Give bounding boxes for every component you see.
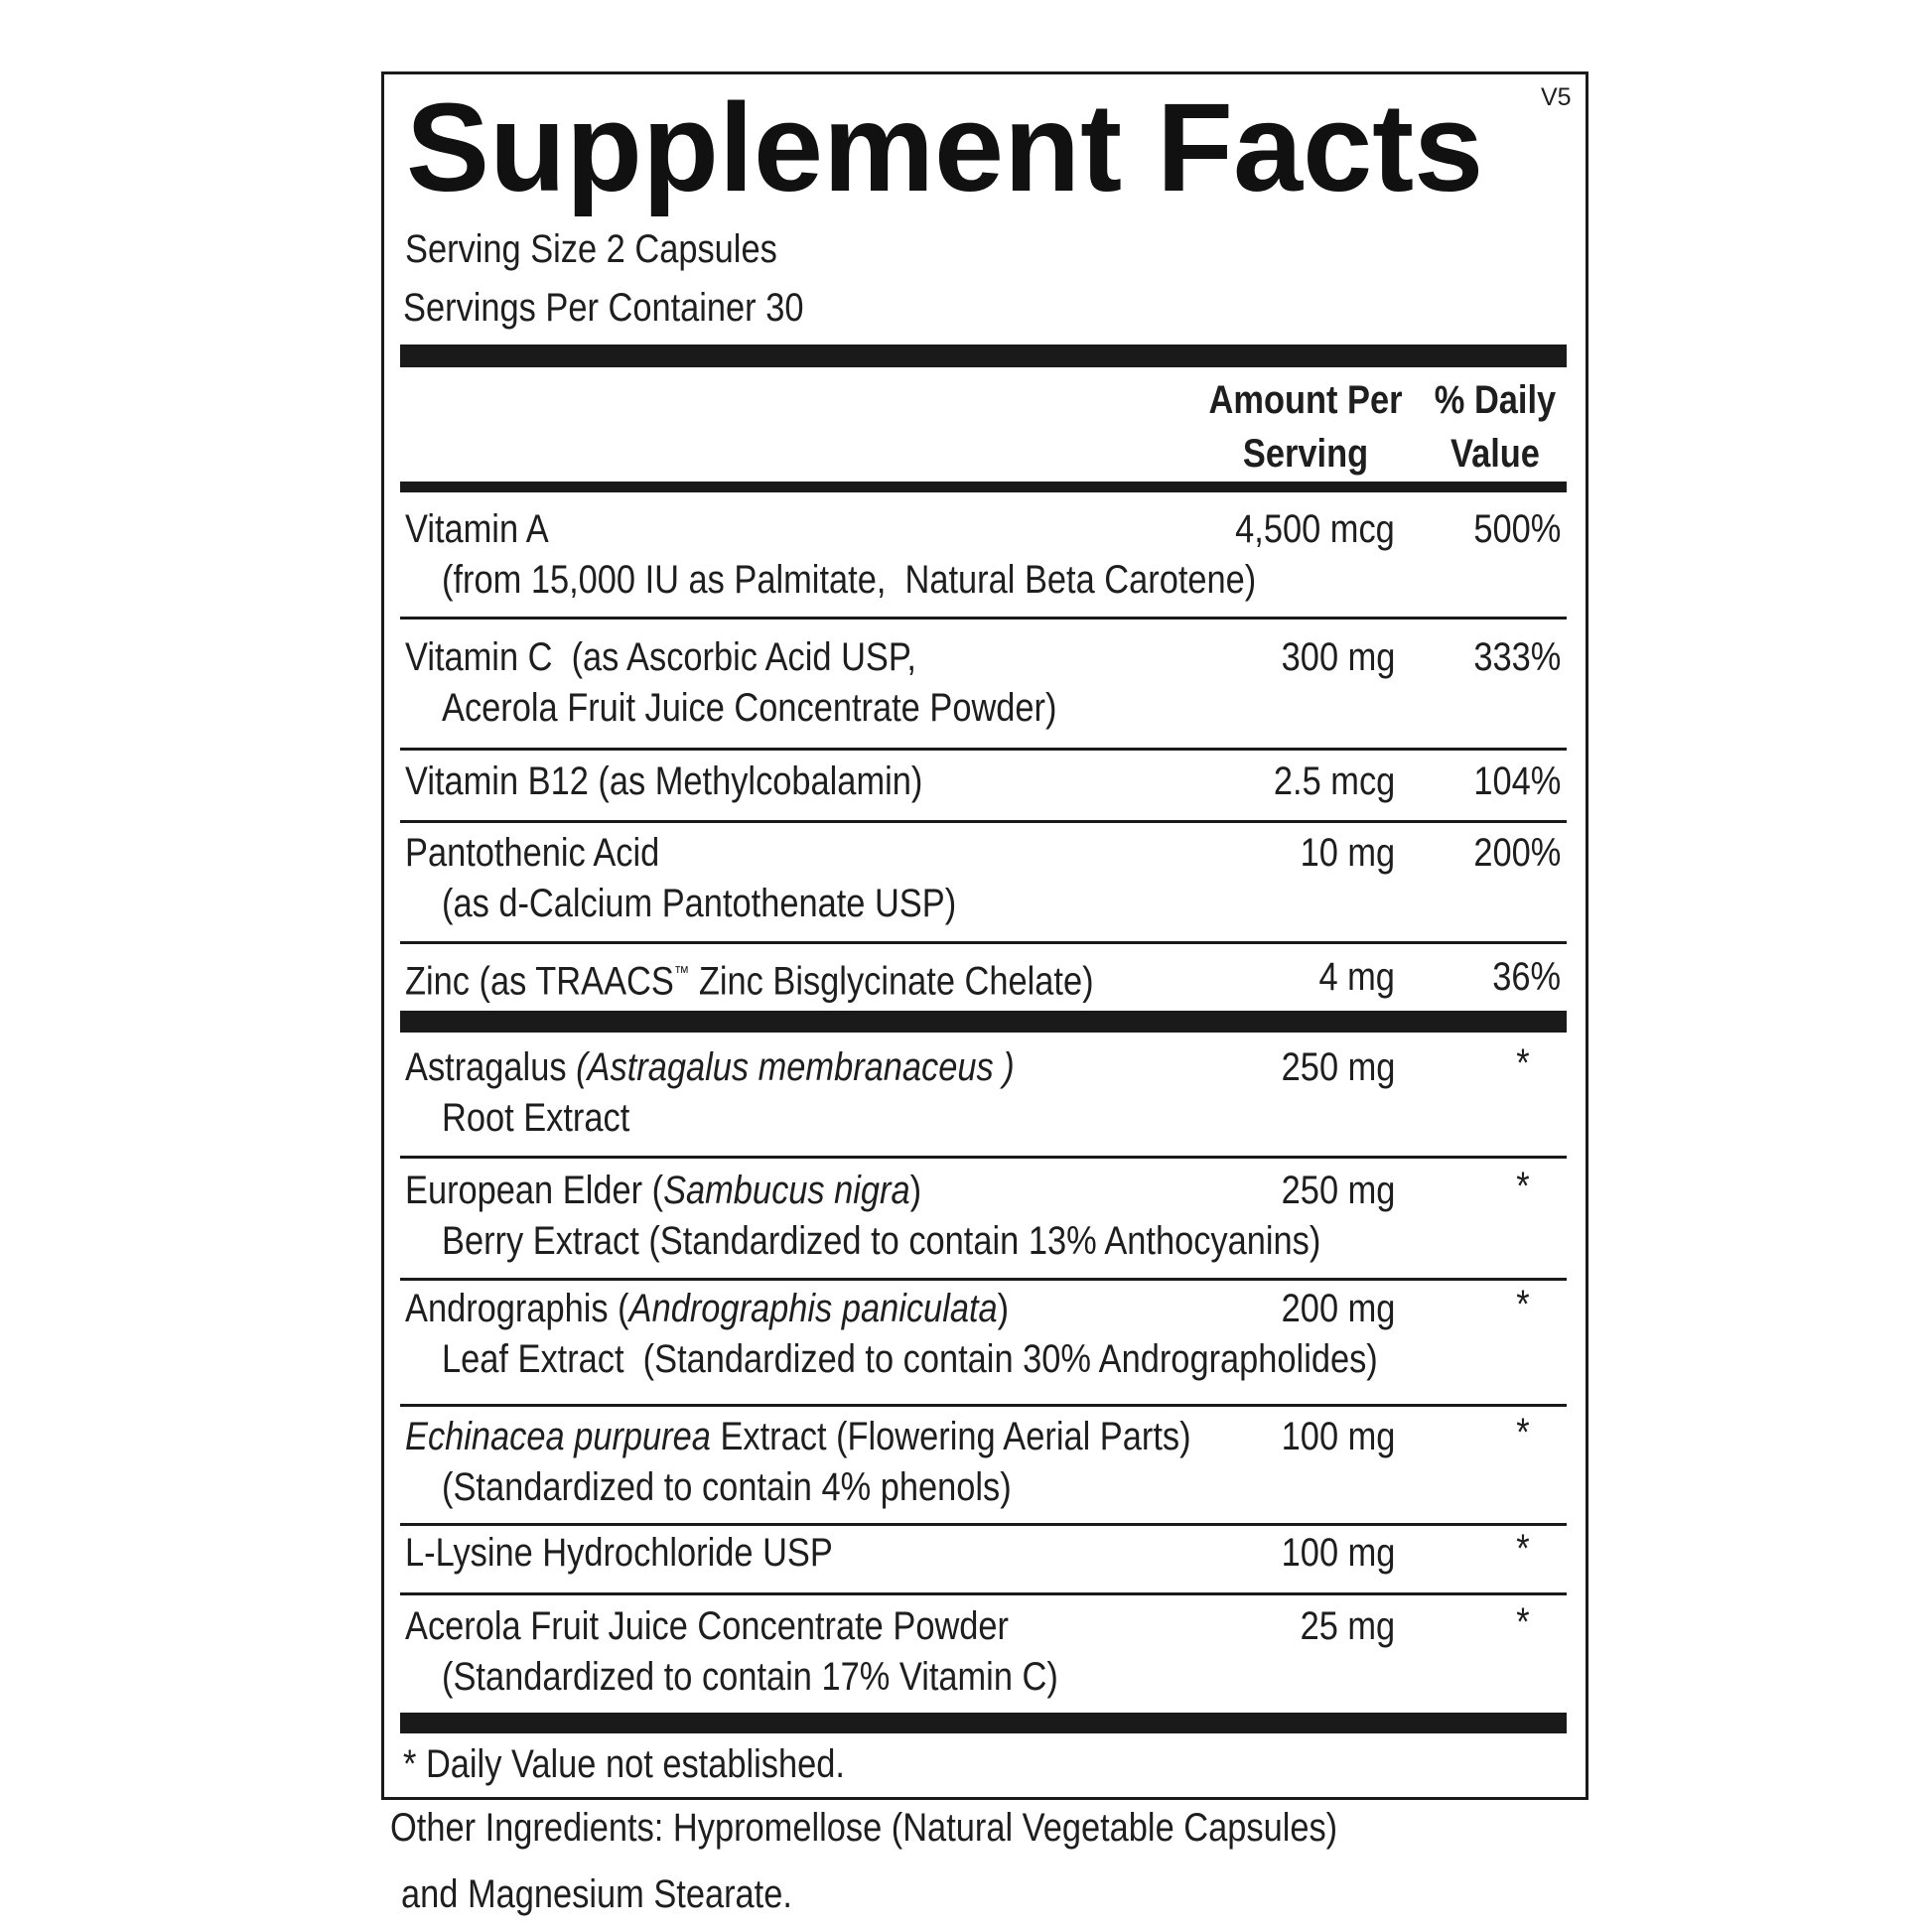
rule bbox=[400, 617, 1567, 620]
footnote: * Daily Value not established. bbox=[403, 1742, 845, 1786]
amount: 300 mg bbox=[1281, 635, 1395, 679]
daily-value: 200% bbox=[1473, 831, 1561, 875]
text-segment: Vitamin C (as Ascorbic Acid USP, bbox=[405, 635, 916, 679]
rule bbox=[400, 748, 1567, 751]
rule bbox=[400, 1011, 1567, 1033]
rule bbox=[400, 1592, 1567, 1595]
amount-header: Serving bbox=[1242, 432, 1369, 476]
nutrient-detail: (Standardized to contain 4% phenols) bbox=[442, 1467, 1012, 1507]
rule bbox=[400, 482, 1567, 492]
text-segment: ) bbox=[909, 1169, 922, 1212]
other-ingredients: and Magnesium Stearate. bbox=[401, 1872, 792, 1916]
daily-value-header: Value bbox=[1450, 432, 1540, 476]
nutrient-name: Andrographis (Andrographis paniculata) bbox=[405, 1289, 1009, 1328]
nutrient-name: Vitamin A bbox=[405, 509, 549, 549]
nutrient-detail: Berry Extract (Standardized to contain 1… bbox=[442, 1221, 1320, 1261]
text-segment: Astragalus bbox=[405, 1045, 577, 1089]
nutrient-detail: Acerola Fruit Juice Concentrate Powder) bbox=[442, 688, 1056, 728]
rule bbox=[400, 345, 1567, 367]
servings-per-container: Servings Per Container 30 bbox=[403, 286, 804, 330]
amount: 100 mg bbox=[1281, 1415, 1395, 1458]
amount: 100 mg bbox=[1281, 1531, 1395, 1575]
daily-value: * bbox=[1516, 1411, 1530, 1454]
text-segment: Root Extract bbox=[442, 1096, 630, 1140]
daily-value: 500% bbox=[1473, 507, 1561, 551]
text-segment: Berry Extract (Standardized to contain 1… bbox=[442, 1219, 1321, 1263]
daily-value: 36% bbox=[1492, 955, 1561, 999]
text-segment: ™ bbox=[673, 962, 690, 983]
amount: 250 mg bbox=[1281, 1045, 1395, 1089]
daily-value: 333% bbox=[1473, 635, 1561, 679]
daily-value: * bbox=[1516, 1283, 1530, 1326]
text-segment: (from 15,000 IU as Palmitate, Natural Be… bbox=[442, 558, 1257, 602]
text-segment: Leaf Extract (Standardized to contain 30… bbox=[442, 1337, 1378, 1381]
nutrient-name: European Elder (Sambucus nigra) bbox=[405, 1171, 921, 1210]
nutrient-name: Pantothenic Acid bbox=[405, 833, 659, 873]
text-segment: Vitamin A bbox=[405, 507, 549, 551]
daily-value: 104% bbox=[1473, 759, 1561, 803]
daily-value: * bbox=[1516, 1165, 1530, 1208]
rule bbox=[400, 1713, 1567, 1733]
title: Supplement Facts bbox=[406, 77, 1484, 217]
text-segment: Extract (Flowering Aerial Parts) bbox=[710, 1415, 1191, 1458]
other-ingredients: Other Ingredients: Hypromellose (Natural… bbox=[390, 1806, 1338, 1850]
amount: 4,500 mcg bbox=[1235, 507, 1395, 551]
daily-value: * bbox=[1516, 1600, 1530, 1644]
text-segment: Acerola Fruit Juice Concentrate Powder bbox=[405, 1604, 1010, 1648]
amount: 25 mg bbox=[1300, 1604, 1395, 1648]
rule bbox=[400, 1278, 1567, 1281]
rule bbox=[400, 1404, 1567, 1407]
nutrient-name: Astragalus (Astragalus membranaceus ) bbox=[405, 1047, 1015, 1087]
nutrient-detail: Root Extract bbox=[442, 1098, 629, 1138]
text-segment: (Standardized to contain 4% phenols) bbox=[442, 1465, 1012, 1509]
amount: 250 mg bbox=[1281, 1169, 1395, 1212]
rule bbox=[400, 1156, 1567, 1159]
text-segment: ) bbox=[997, 1287, 1010, 1330]
text-segment: Pantothenic Acid bbox=[405, 831, 660, 875]
rule bbox=[400, 1523, 1567, 1526]
daily-value-header: % Daily bbox=[1434, 378, 1557, 422]
amount-header: Amount Per bbox=[1208, 378, 1403, 422]
text-segment: Echinacea purpurea bbox=[405, 1415, 711, 1458]
text-segment: Andrographis ( bbox=[405, 1287, 629, 1330]
serving-size: Serving Size 2 Capsules bbox=[405, 227, 777, 271]
amount: 200 mg bbox=[1281, 1287, 1395, 1330]
text-segment: L-Lysine Hydrochloride USP bbox=[405, 1531, 833, 1575]
text-segment: Sambucus nigra bbox=[663, 1169, 910, 1212]
nutrient-name: Acerola Fruit Juice Concentrate Powder bbox=[405, 1606, 1009, 1646]
version: V5 bbox=[1541, 83, 1572, 111]
amount: 2.5 mcg bbox=[1273, 759, 1395, 803]
text-segment: (as d-Calcium Pantothenate USP) bbox=[442, 882, 957, 925]
nutrient-name: L-Lysine Hydrochloride USP bbox=[405, 1533, 833, 1573]
nutrient-name: Zinc (as TRAACS™ Zinc Bisglycinate Chela… bbox=[405, 953, 1094, 1002]
text-segment: (Astragalus membranaceus ) bbox=[576, 1045, 1015, 1089]
rule bbox=[400, 820, 1567, 823]
text-segment: Zinc Bisglycinate Chelate) bbox=[689, 959, 1094, 1004]
rule bbox=[400, 941, 1567, 944]
nutrient-name: Echinacea purpurea Extract (Flowering Ae… bbox=[405, 1417, 1191, 1456]
amount: 10 mg bbox=[1300, 831, 1395, 875]
text-segment: Zinc (as TRAACS bbox=[405, 959, 674, 1004]
text-segment: Acerola Fruit Juice Concentrate Powder) bbox=[442, 686, 1057, 730]
text-segment: (Standardized to contain 17% Vitamin C) bbox=[442, 1655, 1058, 1699]
text-segment: Andrographis paniculata bbox=[628, 1287, 998, 1330]
amount: 4 mg bbox=[1318, 955, 1395, 999]
label-box bbox=[381, 71, 1588, 1800]
nutrient-detail: (from 15,000 IU as Palmitate, Natural Be… bbox=[442, 560, 1256, 600]
nutrient-detail: Leaf Extract (Standardized to contain 30… bbox=[442, 1339, 1378, 1379]
nutrient-name: Vitamin B12 (as Methylcobalamin) bbox=[405, 761, 922, 801]
nutrient-detail: (as d-Calcium Pantothenate USP) bbox=[442, 884, 956, 923]
daily-value: * bbox=[1516, 1041, 1530, 1085]
nutrient-detail: (Standardized to contain 17% Vitamin C) bbox=[442, 1657, 1058, 1697]
nutrient-name: Vitamin C (as Ascorbic Acid USP, bbox=[405, 637, 916, 677]
daily-value: * bbox=[1516, 1527, 1530, 1571]
text-segment: European Elder ( bbox=[405, 1169, 664, 1212]
text-segment: Vitamin B12 (as Methylcobalamin) bbox=[405, 759, 923, 803]
